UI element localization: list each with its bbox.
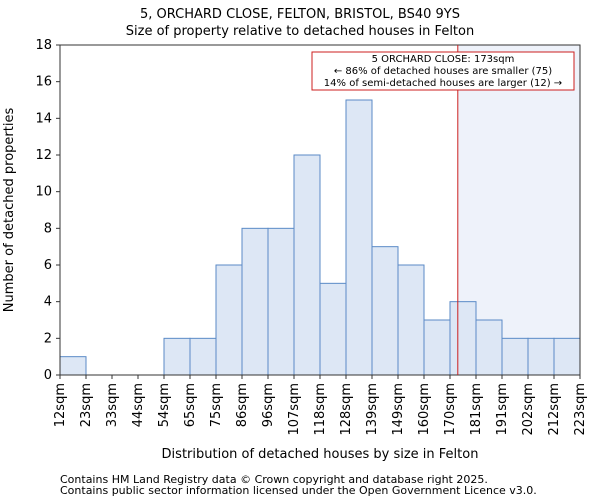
x-tick-label: 44sqm <box>131 383 146 427</box>
x-tick-label: 202sqm <box>521 383 536 436</box>
x-tick-label: 75sqm <box>209 383 224 427</box>
footer-line-2: Contains public sector information licen… <box>60 484 537 497</box>
histogram-bar <box>215 264 243 376</box>
x-tick-label: 54sqm <box>157 383 172 427</box>
x-tick-label: 33sqm <box>105 383 120 427</box>
x-tick-label: 160sqm <box>417 383 432 436</box>
x-tick-label: 107sqm <box>287 383 302 436</box>
histogram-bar <box>397 264 425 376</box>
x-tick-label: 223sqm <box>573 383 588 436</box>
histogram-bar <box>59 356 87 376</box>
x-tick-label: 118sqm <box>313 383 328 436</box>
y-tick-label: 0 <box>44 368 52 383</box>
x-tick-label: 23sqm <box>79 383 94 427</box>
y-tick-label: 16 <box>35 75 52 90</box>
histogram-bar <box>371 246 399 376</box>
histogram-bar <box>475 319 503 376</box>
y-tick-label: 14 <box>35 111 52 126</box>
x-tick-label: 149sqm <box>391 383 406 436</box>
x-tick-label: 96sqm <box>261 383 276 427</box>
y-tick-label: 18 <box>35 38 52 53</box>
x-tick-label: 181sqm <box>469 383 484 436</box>
x-tick-label: 86sqm <box>235 383 250 427</box>
y-tick-label: 12 <box>35 148 52 163</box>
histogram-bar <box>449 301 477 376</box>
histogram-bar <box>163 337 191 376</box>
plot-area: 0 2 4 6 8 10 12 14 16 18 12sqm 23sqm 33sqm 44sqm 54sqm… <box>35 38 588 436</box>
y-tick-label: 6 <box>44 258 52 273</box>
y-axis-label: Number of detached properties <box>2 108 17 313</box>
x-axis-label: Distribution of detached houses by size … <box>162 447 479 462</box>
x-tick-label: 191sqm <box>495 383 510 436</box>
y-tick-label: 4 <box>44 295 52 310</box>
histogram-bar <box>527 337 555 376</box>
annotation-text: ← 86% of detached houses are smaller (75… <box>334 66 552 77</box>
x-tick-label: 170sqm <box>443 383 458 436</box>
y-tick-label: 2 <box>44 331 52 346</box>
histogram-bar <box>189 337 217 376</box>
chart-title-line-1: 5, ORCHARD CLOSE, FELTON, BRISTOL, BS40 … <box>140 7 460 22</box>
x-tick-label: 212sqm <box>547 383 562 436</box>
x-tick-label: 139sqm <box>365 383 380 436</box>
y-tick-label: 10 <box>35 185 52 200</box>
histogram-bar <box>501 337 529 376</box>
x-tick-label: 65sqm <box>183 383 198 427</box>
x-tick-label: 128sqm <box>339 383 354 436</box>
histogram-bar <box>267 227 295 376</box>
histogram-bar <box>345 99 373 376</box>
annotation-text: 5 ORCHARD CLOSE: 173sqm <box>372 54 515 65</box>
annotation-text: 14% of semi-detached houses are larger (… <box>324 78 562 89</box>
footer-line-1: Contains HM Land Registry data © Crown c… <box>60 473 488 486</box>
histogram-bar <box>319 282 347 376</box>
chart-title-line-2: Size of property relative to detached ho… <box>126 24 474 39</box>
annotation-box <box>311 51 575 91</box>
histogram-bar <box>241 227 269 376</box>
histogram-bar <box>553 337 581 376</box>
y-tick-label: 8 <box>44 221 52 236</box>
histogram-bar <box>423 319 451 376</box>
histogram-bar <box>293 154 321 376</box>
x-tick-label: 12sqm <box>53 383 68 427</box>
